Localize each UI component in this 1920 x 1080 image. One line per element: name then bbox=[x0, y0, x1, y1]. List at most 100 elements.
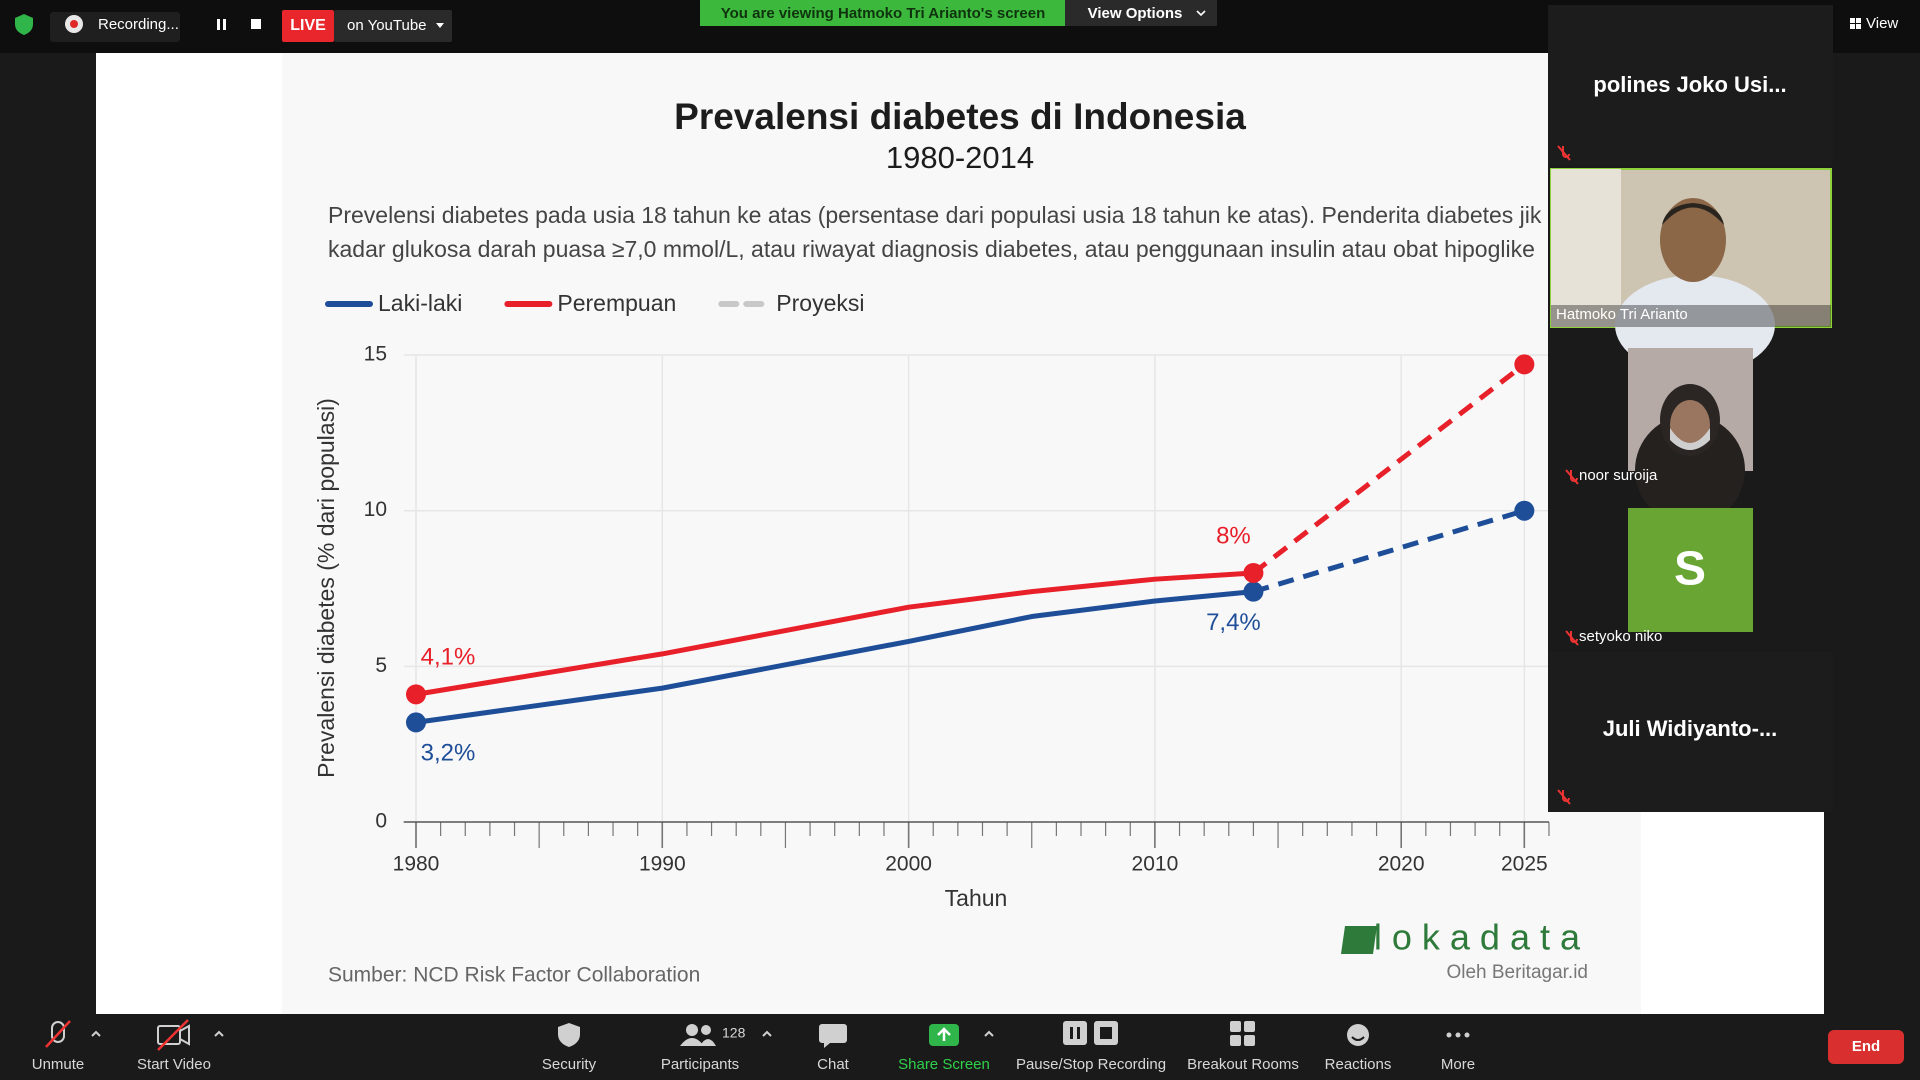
stop-recording[interactable] bbox=[251, 19, 261, 29]
live-badge bbox=[282, 10, 334, 42]
video-background bbox=[1551, 169, 1621, 327]
menu-caret[interactable] bbox=[762, 1030, 772, 1037]
unmute-button[interactable]: Unmute bbox=[32, 1020, 85, 1073]
chart-subtitle: 1980-2014 bbox=[886, 140, 1034, 175]
pause-recording[interactable] bbox=[217, 19, 220, 30]
brand-logo bbox=[1341, 926, 1377, 954]
rooms-icon bbox=[1244, 1035, 1255, 1046]
more-button[interactable]: More bbox=[1441, 1032, 1475, 1073]
data-label: 7,4% bbox=[1206, 609, 1261, 636]
smiley-icon bbox=[1347, 1024, 1369, 1046]
toolbar-label: Unmute bbox=[32, 1056, 85, 1073]
view-options-button[interactable] bbox=[1065, 0, 1217, 26]
toolbar-label: Security bbox=[542, 1056, 597, 1073]
video-person-mask bbox=[1670, 428, 1710, 450]
dot bbox=[1464, 1032, 1470, 1038]
participants-button[interactable]: 128 Participants bbox=[661, 1024, 746, 1073]
toolbar bbox=[0, 1014, 1920, 1080]
projection-line bbox=[1251, 362, 1526, 575]
menu-caret[interactable] bbox=[984, 1030, 994, 1037]
legend-label: Perempuan bbox=[557, 290, 676, 316]
brand-byline: Oleh Beritagar.id bbox=[1446, 962, 1588, 983]
view-options: View Options bbox=[1088, 5, 1183, 22]
chart-description: Prevelensi diabetes pada usia 18 tahun k… bbox=[328, 202, 1542, 228]
x-tick-label: 2000 bbox=[885, 853, 932, 876]
menu-caret[interactable] bbox=[91, 1030, 101, 1037]
data-label: 4,1% bbox=[421, 644, 476, 671]
chat-icon bbox=[819, 1024, 847, 1048]
dropdown-caret bbox=[1196, 10, 1206, 17]
end-label: End bbox=[1852, 1038, 1880, 1055]
y-axis-label: Prevalensi diabetes (% dari populasi) bbox=[313, 398, 339, 778]
share-screen-button[interactable]: Share Screen bbox=[898, 1024, 990, 1073]
camera-icon bbox=[157, 1025, 181, 1045]
recording-indicator[interactable] bbox=[50, 12, 180, 42]
view-button[interactable]: View bbox=[1866, 15, 1898, 32]
people-icon bbox=[701, 1025, 711, 1035]
chart-description: kadar glukosa darah puasa ≥7,0 mmol/L, a… bbox=[328, 236, 1535, 262]
x-tick-label: 2010 bbox=[1132, 853, 1179, 876]
x-tick-label: 1980 bbox=[393, 853, 440, 876]
avatar-initial: S bbox=[1674, 543, 1706, 596]
participant-name: setyoko niko bbox=[1579, 628, 1662, 645]
pause-icon bbox=[1063, 1021, 1087, 1045]
video-person-hair bbox=[1662, 203, 1724, 225]
people-icon-body bbox=[680, 1038, 704, 1046]
live-label: LIVE bbox=[290, 17, 326, 34]
muted-slash bbox=[45, 1020, 71, 1048]
participant-tile[interactable] bbox=[1548, 652, 1833, 812]
toolbar-label: More bbox=[1441, 1056, 1475, 1073]
muted-icon bbox=[1565, 469, 1579, 485]
y-tick-label: 0 bbox=[375, 810, 387, 833]
x-tick-label: 1990 bbox=[639, 853, 686, 876]
video-person-hijab bbox=[1635, 415, 1745, 525]
dot bbox=[1455, 1032, 1461, 1038]
brand: lokadata bbox=[1374, 917, 1590, 958]
security-shield[interactable] bbox=[15, 14, 33, 35]
toolbar-label: Reactions bbox=[1325, 1056, 1392, 1073]
y-tick-label: 5 bbox=[375, 654, 387, 677]
legend-label: Proyeksi bbox=[776, 290, 864, 316]
chart-source: Sumber: NCD Risk Factor Collaboration bbox=[328, 964, 700, 987]
shield-icon bbox=[558, 1023, 580, 1047]
recording-button[interactable]: Pause/Stop Recording bbox=[1016, 1021, 1166, 1073]
security-button[interactable]: Security bbox=[542, 1023, 597, 1073]
chart-title: Prevalensi diabetes di Indonesia bbox=[674, 96, 1246, 137]
point bbox=[406, 712, 426, 733]
start-video-button[interactable]: Start Video bbox=[137, 1019, 211, 1073]
line bbox=[415, 589, 1254, 725]
video-person-head bbox=[1660, 198, 1726, 282]
mic-icon bbox=[51, 1021, 65, 1043]
pause-recording-bar bbox=[223, 19, 226, 30]
reactions-button[interactable]: Reactions bbox=[1325, 1024, 1392, 1073]
toolbar-label: Participants bbox=[661, 1056, 739, 1073]
menu-caret[interactable] bbox=[214, 1030, 224, 1037]
x-tick-label: 2020 bbox=[1378, 853, 1425, 876]
participant-avatar[interactable] bbox=[1628, 508, 1753, 632]
slide bbox=[282, 53, 1641, 1014]
data-label: 8% bbox=[1216, 522, 1251, 549]
participants-count: 128 bbox=[722, 1025, 746, 1041]
participant-name: polines Joko Usi... bbox=[1593, 72, 1786, 97]
toolbar-label: Breakout Rooms bbox=[1187, 1056, 1299, 1073]
view-icon[interactable] bbox=[1850, 18, 1855, 23]
participant-name: Juli Widiyanto-... bbox=[1603, 716, 1778, 741]
y-tick-label: 15 bbox=[364, 343, 387, 366]
stream-target-button[interactable] bbox=[334, 10, 452, 42]
recording-dot bbox=[70, 20, 78, 28]
chart: Prevalensi diabetes di Indonesia1980-201… bbox=[313, 96, 1590, 987]
stop-square bbox=[1100, 1027, 1112, 1039]
line bbox=[415, 570, 1254, 697]
breakout-rooms-button[interactable]: Breakout Rooms bbox=[1187, 1021, 1299, 1073]
video-person-face bbox=[1670, 400, 1710, 450]
people-icon-body bbox=[700, 1039, 716, 1046]
name-label-bg bbox=[1551, 305, 1831, 327]
toolbar-label: Share Screen bbox=[898, 1056, 990, 1073]
participant-tile[interactable] bbox=[1548, 5, 1833, 165]
chat-button[interactable]: Chat bbox=[817, 1024, 850, 1073]
pause-bar bbox=[1077, 1027, 1080, 1039]
end-button[interactable] bbox=[1828, 1030, 1904, 1064]
dot bbox=[1446, 1032, 1452, 1038]
participant-name: noor suroija bbox=[1579, 467, 1658, 484]
